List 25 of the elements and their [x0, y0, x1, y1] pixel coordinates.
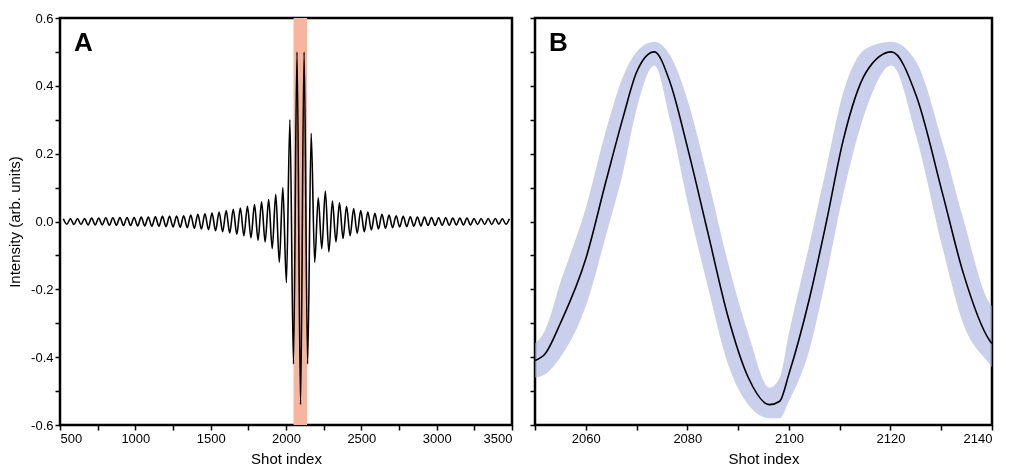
y-tick-label: -0.6	[31, 417, 54, 433]
x-tick-label: 500	[60, 430, 83, 446]
x-tick-label: 2080	[673, 430, 703, 446]
x-tick-label: 2100	[774, 430, 804, 446]
y-axis-title: Intensity (arb. units)	[6, 156, 24, 288]
y-tick-label: -0.4	[31, 349, 54, 365]
y-tick-label: 0.2	[35, 146, 54, 162]
line-series	[62, 51, 511, 406]
y-tick-label: 0.0	[35, 214, 54, 229]
x-tick-label: 3500	[483, 430, 513, 446]
x-tick-label: 2000	[272, 430, 301, 446]
y-tick-label: 0.6	[35, 10, 54, 26]
annotation: B	[549, 27, 568, 57]
x-tick-label: 2140	[963, 430, 993, 446]
y-tick-label: 0.4	[35, 78, 54, 94]
x-axis-title: Shot index	[728, 449, 800, 467]
y-tick-label: -0.2	[31, 281, 54, 297]
x-tick-label: 1000	[121, 430, 151, 446]
annotation: A	[74, 27, 93, 57]
x-tick-label: 2060	[571, 430, 601, 446]
x-tick-label: 3000	[422, 430, 452, 446]
x-tick-label: 2500	[347, 430, 377, 446]
x-tick-label: 1500	[196, 430, 226, 446]
x-tick-label: 2120	[876, 430, 906, 446]
x-axis-title: Shot index	[251, 449, 323, 467]
